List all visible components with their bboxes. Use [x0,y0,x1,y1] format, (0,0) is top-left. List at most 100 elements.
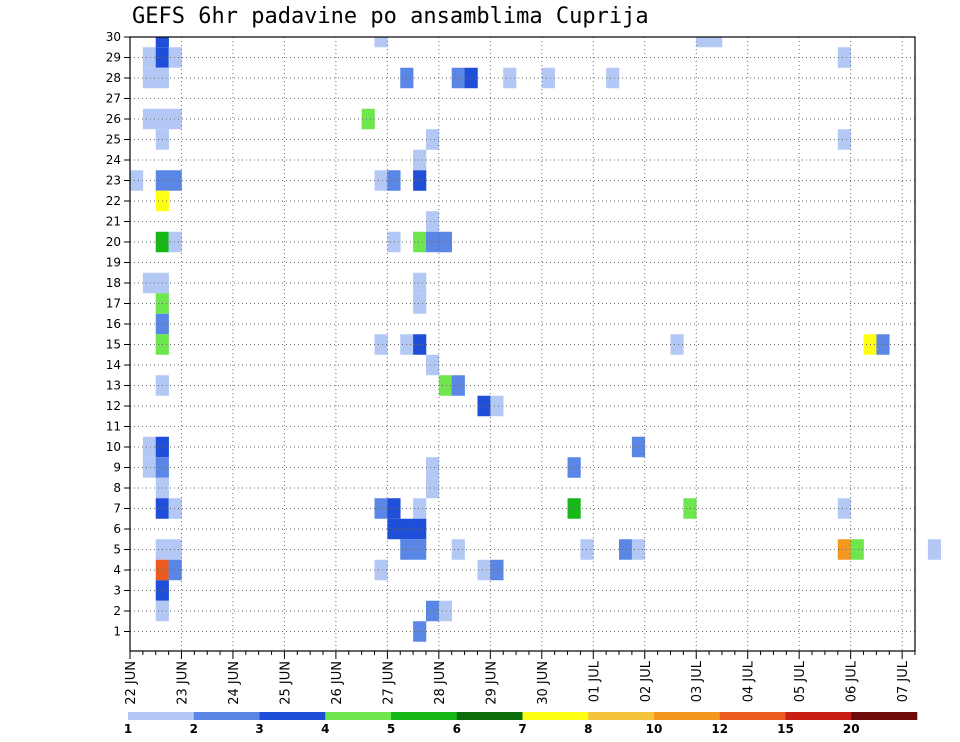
legend-color-swatch [325,712,392,720]
legend-color-swatch [456,712,523,720]
x-tick-label: 27 JUN [381,661,396,705]
heatmap-cell [374,37,388,48]
y-tick-label: 16 [106,317,121,331]
x-tick-label: 24 JUN [227,661,242,705]
legend-threshold-label: 2 [190,722,198,736]
heatmap-cell [425,600,440,622]
y-tick-label: 24 [106,153,121,167]
heatmap-cells [130,37,942,642]
heatmap-cell [413,231,427,253]
legend-threshold-label: 3 [255,722,263,736]
heatmap-cell [683,498,697,519]
heatmap-cell [425,231,440,253]
heatmap-cell [387,518,401,540]
legend-threshold-label: 7 [518,722,526,736]
heatmap-cell [438,600,453,622]
heatmap-cell [425,354,440,376]
y-tick-label: 25 [106,133,121,147]
heatmap-cell [696,37,710,48]
heatmap-cell [490,559,504,581]
heatmap-cell [155,37,169,48]
legend-threshold-label: 12 [711,722,728,736]
heatmap-cell [503,67,517,89]
heatmap-cell [168,108,182,130]
y-tick-label: 26 [106,112,121,126]
legend-threshold-label: 1 [124,722,132,736]
x-tick-label: 02 JUL [639,660,654,702]
heatmap-cell [142,436,157,458]
legend-threshold-label: 15 [777,722,794,736]
heatmap-cell [477,559,491,581]
y-tick-label: 7 [113,502,121,516]
y-tick-label: 3 [113,584,121,598]
heatmap-cell [413,498,427,519]
legend-color-swatch [719,712,786,720]
heatmap-cell [168,559,182,581]
y-tick-label: 12 [106,399,121,413]
heatmap-cell [490,395,504,417]
heatmap-cell [837,539,851,560]
y-tick-label: 23 [106,174,121,188]
heatmap-cell [541,67,555,89]
y-tick-label: 19 [106,256,121,270]
x-tick-label: 30 JUN [536,661,551,705]
color-legend: 1 2 3 4 5 6 7 8 10 12 15 20 [124,712,918,736]
y-tick-label: 29 [106,51,121,65]
heatmap-cell [374,559,388,581]
heatmap-cell [142,108,157,130]
heatmap-cell [374,334,388,355]
legend-threshold-label: 6 [453,722,461,736]
heatmap-cell [168,231,182,253]
legend-threshold-label: 8 [584,722,592,736]
heatmap-cell [168,170,182,191]
x-tick-label: 26 JUN [330,661,345,705]
legend-color-swatch [128,712,195,720]
legend-color-swatch [588,712,655,720]
legend-threshold-label: 4 [321,722,329,736]
x-tick-label: 29 JUN [484,661,499,705]
heatmap-cell [361,108,375,130]
heatmap-cell [387,498,401,519]
y-tick-label: 9 [113,461,121,475]
x-axis: 22 JUN 23 JUN 24 JUN 25 JUN 26 JUN 27 JUN 28 J… [124,651,916,705]
heatmap-cell [619,539,633,560]
x-tick-label: 22 JUN [124,661,139,705]
heatmap-cell [837,129,851,150]
legend-color-swatch [785,712,852,720]
y-tick-label: 5 [113,543,121,557]
heatmap-cell [464,67,478,89]
y-tick-label: 22 [106,194,121,208]
heatmap-cell [837,47,851,68]
heatmap-cell [387,231,401,253]
heatmap-cell [927,539,942,560]
x-tick-label: 23 JUN [175,661,190,705]
x-tick-label: 04 JUL [742,660,757,702]
y-tick-label: 27 [106,92,121,106]
x-tick-label: 05 JUL [793,660,808,702]
x-tick-label: 28 JUN [433,661,448,705]
heatmap-cell [142,47,157,68]
legend-threshold-label: 20 [843,722,860,736]
heatmap-cell [413,518,427,540]
y-tick-label: 11 [106,420,121,434]
heatmap-cell [425,477,440,499]
y-tick-label: 15 [106,338,121,352]
heatmap-cell [709,37,723,48]
y-tick-label: 4 [113,563,121,577]
y-tick-label: 18 [106,276,121,290]
grid-lines [130,36,915,651]
heatmap-cell [168,539,182,560]
heatmap-cell [477,395,491,417]
legend-color-swatch [193,712,260,720]
heatmap-cell [168,47,182,68]
heatmap-cell [130,170,144,191]
heatmap-cell [413,539,427,560]
heatmap-cell [413,272,427,294]
heatmap-cell [142,272,157,294]
y-tick-label: 30 [106,30,121,44]
heatmap-cell [142,67,157,89]
y-tick-label: 13 [106,379,121,393]
y-tick-label: 10 [106,440,121,454]
heatmap-cell [438,231,453,253]
